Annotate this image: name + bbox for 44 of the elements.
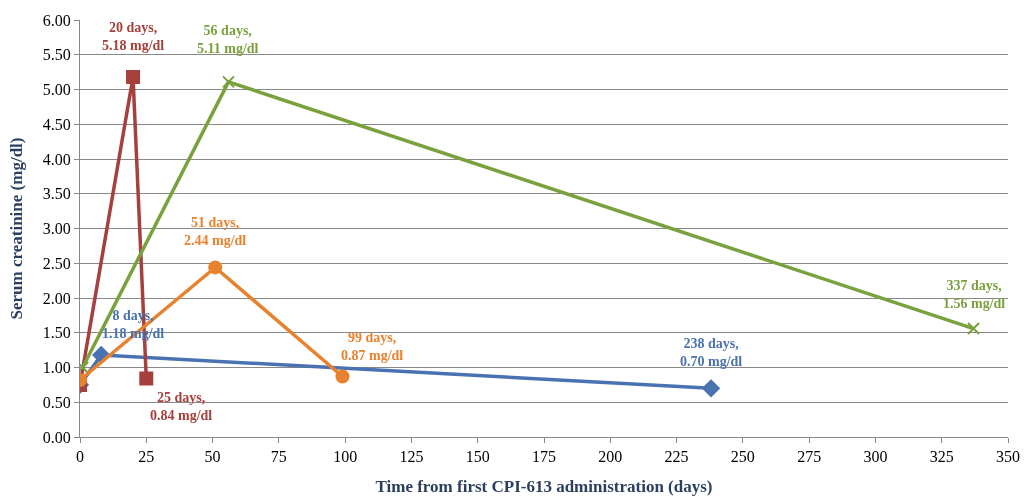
x-tick-label: 225	[664, 448, 689, 466]
annotation: 56 days, 5.11 mg/dl	[197, 23, 259, 57]
y-tick-label: 2.50	[42, 254, 71, 272]
y-tick-label: 1.00	[42, 359, 71, 377]
y-tick-label: 4.00	[42, 150, 71, 168]
y-tick-label: 0.50	[42, 393, 71, 411]
annotation: 25 days, 0.84 mg/dl	[150, 390, 213, 424]
x-tick-label: 100	[333, 448, 358, 466]
y-tick-label: 3.00	[42, 220, 71, 238]
x-tick-label: 125	[399, 448, 424, 466]
point	[221, 75, 235, 89]
x-tick-label: 0	[76, 448, 84, 466]
y-tick-label: 4.50	[42, 115, 71, 133]
x-tick-label: 200	[598, 448, 623, 466]
y-tick-label: 6.00	[42, 11, 71, 29]
point	[208, 260, 223, 275]
x-tick-label: 150	[465, 448, 490, 466]
x-axis-title: Time from first CPI-613 administration (days)	[375, 476, 713, 496]
point	[967, 322, 981, 336]
y-tick-label: 5.00	[42, 81, 71, 99]
y-tick-label: 1.50	[42, 324, 71, 342]
x-tick-label: 250	[730, 448, 755, 466]
x-tick-label: 300	[863, 448, 888, 466]
y-tick-label: 5.50	[42, 46, 71, 64]
x-tick-label: 275	[797, 448, 822, 466]
point	[126, 69, 141, 84]
y-axis-title: Serum creatinine (mg/dl)	[7, 137, 27, 320]
annotation: 51 days, 2.44 mg/dl	[184, 215, 247, 249]
x-tick-label: 25	[138, 448, 155, 466]
x-tick-label: 350	[996, 448, 1020, 466]
x-tick-label: 75	[270, 448, 287, 466]
annotation: 238 days, 0.70 mg/dl	[680, 336, 743, 370]
y-tick-label: 2.00	[42, 289, 71, 307]
y-tick-label: 3.50	[42, 185, 71, 203]
x-tick-label: 175	[532, 448, 556, 466]
x-tick-label: 50	[204, 448, 221, 466]
x-tick-label: 325	[929, 448, 954, 466]
annotation: 20 days, 5.18 mg/dl	[102, 20, 165, 54]
point	[139, 371, 154, 386]
point	[335, 369, 350, 384]
y-tick-label: 0.00	[42, 428, 71, 446]
annotation: 337 days, 1.56 mg/dl	[943, 278, 1006, 312]
annotation: 99 days, 0.87 mg/dl	[341, 330, 404, 364]
point	[702, 379, 720, 398]
